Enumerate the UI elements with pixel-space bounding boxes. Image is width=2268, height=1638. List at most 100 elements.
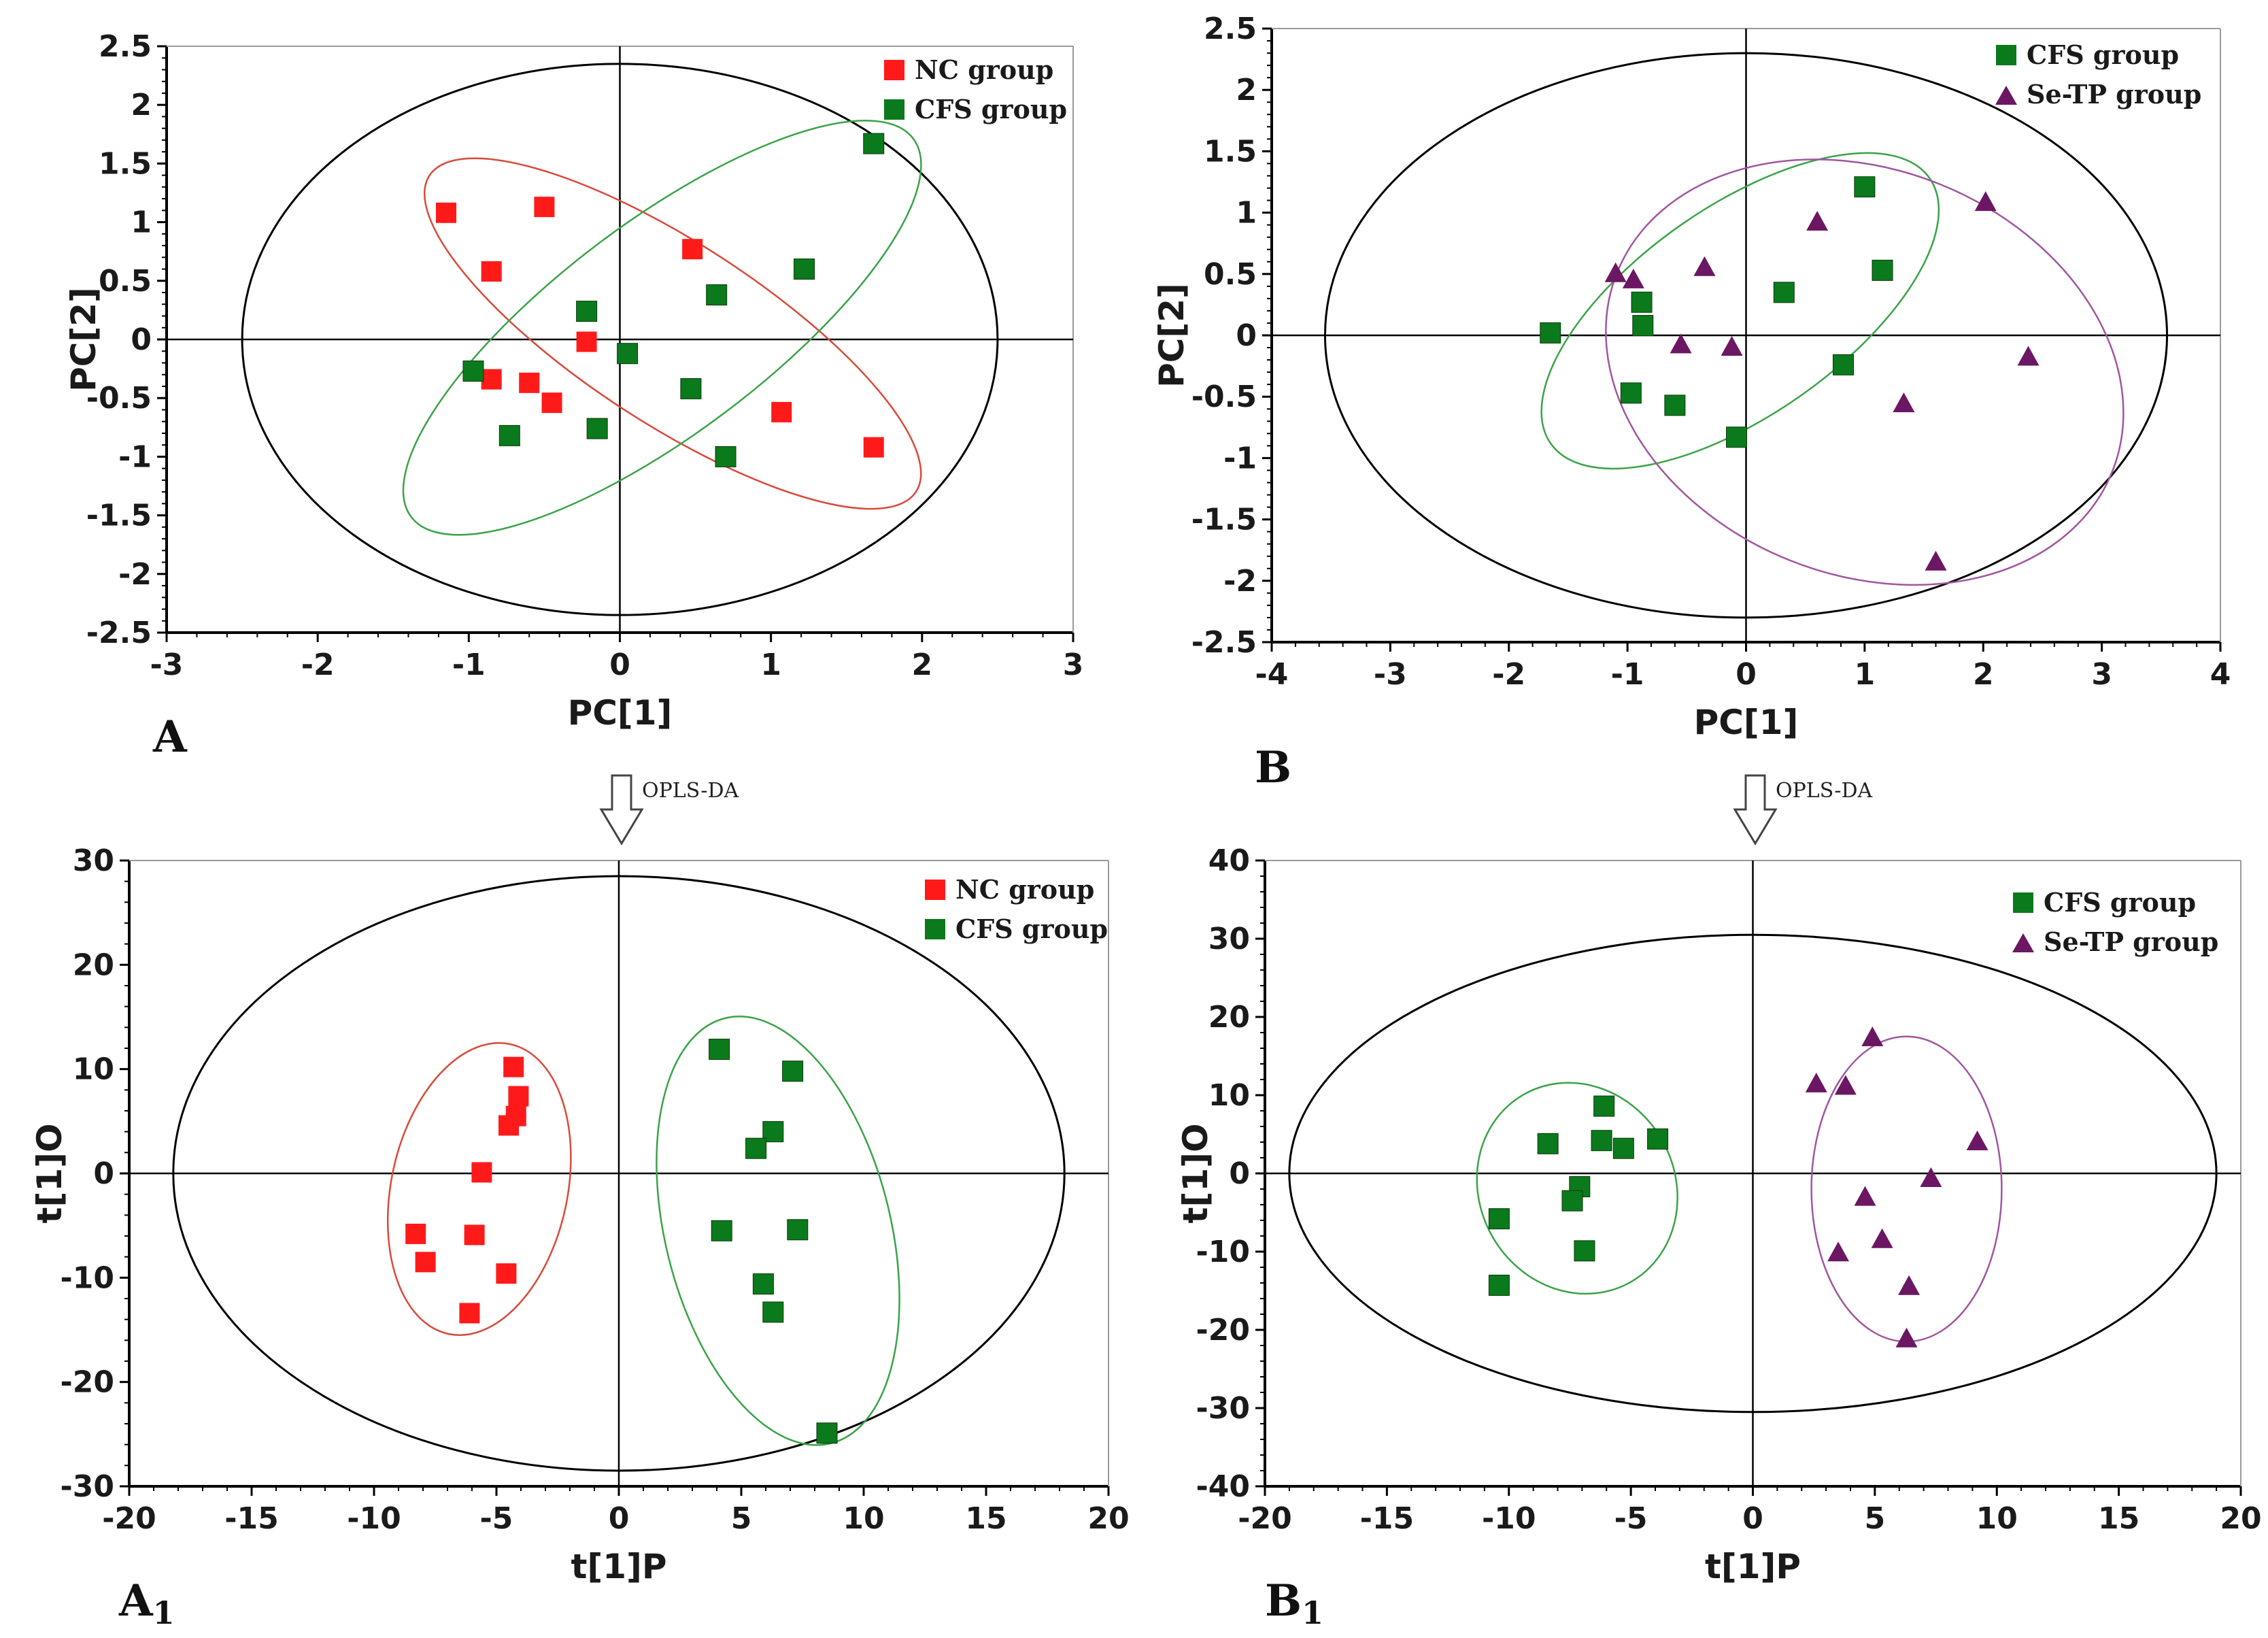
point-se-tp-group <box>1806 211 1829 231</box>
panel-label: A <box>152 712 188 763</box>
hotelling-ellipse <box>241 63 999 616</box>
panel-B: -4 -3 -2 -1 0 1 2 3 4 -2.5 -2 -1.5 -1 -0.5 0 0.5 1 1.5 2 2.… <box>1152 12 2231 793</box>
opls-da-arrow-left: OPLS-DA <box>599 774 739 846</box>
y-tick-label: 10 <box>1208 1078 1250 1113</box>
point-cfs-group <box>782 1060 804 1082</box>
point-nc-group <box>481 261 502 282</box>
point-cfs-group <box>462 361 484 382</box>
y-tick-label: -2.5 <box>1191 625 1257 660</box>
y-tick-label: 1 <box>1236 196 1257 231</box>
point-se-tp-group <box>1966 1131 1988 1150</box>
point-nc-group <box>498 1115 519 1136</box>
legend-marker-cfs-group <box>2013 892 2033 913</box>
point-cfs-group <box>1593 1095 1615 1117</box>
point-cfs-group <box>1872 259 1893 281</box>
point-nc-group <box>541 392 562 414</box>
point-cfs-group <box>1647 1128 1669 1150</box>
point-cfs-group <box>1488 1208 1510 1230</box>
point-cfs-group <box>706 284 728 305</box>
y-tick-label: -1 <box>118 439 152 474</box>
point-cfs-group <box>1488 1274 1510 1296</box>
panel-A1: -20 -15 -10 -5 0 5 10 15 20-30-20-100102030t[1]P… <box>30 843 1130 1631</box>
x-axis-label: PC[1] <box>1694 703 1799 742</box>
x-tick-label: 5 <box>731 1501 752 1536</box>
x-tick-label: 10 <box>1976 1501 2018 1536</box>
y-tick-label: -1 <box>1223 441 1257 475</box>
point-se-tp-group <box>2017 346 2039 366</box>
point-se-tp-group <box>1893 392 1915 413</box>
x-tick-label: 4 <box>2210 657 2231 692</box>
x-tick-label: 2 <box>1973 657 1994 692</box>
point-nc-group <box>863 437 884 458</box>
x-tick-label: 1 <box>760 648 781 682</box>
x-tick-label: -15 <box>224 1501 279 1536</box>
point-cfs-group <box>1854 176 1876 198</box>
panel-label: A1 <box>118 1575 175 1631</box>
x-tick-label: 0 <box>1736 657 1757 692</box>
legend-label-se-tp-group: Se-TP group <box>2044 926 2218 957</box>
x-tick-label: -20 <box>102 1501 156 1536</box>
x-tick-label: -2 <box>301 648 335 682</box>
y-tick-label: 0 <box>131 322 152 357</box>
point-se-tp-group <box>1805 1072 1827 1092</box>
legend-marker-nc-group <box>925 880 945 900</box>
point-cfs-group <box>745 1137 767 1159</box>
legend-marker-cfs-group <box>884 99 904 120</box>
y-tick-label: -1.5 <box>1191 503 1257 537</box>
opls-da-arrow-right: OPLS-DA <box>1733 774 1873 846</box>
point-cfs-group <box>709 1039 730 1060</box>
x-tick-label: 0 <box>609 1501 630 1536</box>
x-tick-label: -15 <box>1360 1501 1415 1536</box>
group-ellipse-cfs-group <box>402 120 922 536</box>
point-cfs-group <box>1591 1130 1612 1152</box>
x-tick-label: 0 <box>1742 1501 1763 1536</box>
point-nc-group <box>471 1162 492 1183</box>
y-tick-label: -0.5 <box>86 381 152 416</box>
x-tick-label: -1 <box>1611 657 1644 692</box>
point-cfs-group <box>752 1273 774 1295</box>
panel-label: B1 <box>1265 1575 1323 1631</box>
y-axis-label: PC[2] <box>1152 283 1191 388</box>
x-tick-label: -20 <box>1238 1501 1292 1536</box>
legend-label-cfs-group: CFS group <box>2027 39 2179 70</box>
legend-label-nc-group: NC group <box>955 874 1094 905</box>
group-ellipse-se-tp-group <box>1605 158 2125 586</box>
point-nc-group <box>519 372 540 393</box>
legend-label-cfs-group: CFS group <box>2044 887 2196 918</box>
y-tick-label: 2.5 <box>1204 12 1257 46</box>
legend-label-cfs-group: CFS group <box>915 94 1067 124</box>
point-cfs-group <box>1832 354 1854 375</box>
point-nc-group <box>436 202 457 223</box>
x-axis-label: t[1]P <box>1705 1547 1801 1586</box>
y-tick-label: 40 <box>1208 843 1250 878</box>
y-tick-label: -0.5 <box>1191 380 1257 414</box>
point-se-tp-group <box>1854 1186 1876 1206</box>
y-tick-label: 0 <box>93 1156 114 1191</box>
y-tick-label: 30 <box>1208 922 1250 956</box>
y-tick-label: -30 <box>1196 1391 1251 1426</box>
panel-label-subscript: 1 <box>153 1594 175 1631</box>
point-cfs-group <box>794 258 815 280</box>
point-nc-group <box>415 1252 436 1273</box>
panel-A: -3 -2 -1 0 1 2 3 -2.5 -2 -1.5 -1 -0.5 0 0.5 1 1.5 2 2.5 PC… <box>64 29 1083 763</box>
y-tick-label: -2.5 <box>86 616 152 650</box>
y-tick-label: 10 <box>73 1052 114 1087</box>
legend-label-nc-group: NC group <box>915 54 1053 85</box>
point-cfs-group <box>680 378 702 399</box>
legend-marker-se-tp-group <box>1995 86 2017 105</box>
legend-marker-se-tp-group <box>2012 933 2034 952</box>
opls-da-label-left: OPLS-DA <box>642 779 739 803</box>
y-tick-label: -10 <box>61 1260 115 1295</box>
point-nc-group <box>481 369 502 390</box>
legend-marker-nc-group <box>884 60 904 80</box>
point-nc-group <box>496 1263 517 1284</box>
point-cfs-group <box>617 343 639 365</box>
panel-label: B <box>1255 742 1291 793</box>
x-tick-label: 0 <box>609 648 630 682</box>
point-se-tp-group <box>1898 1275 1920 1295</box>
point-nc-group <box>405 1223 426 1244</box>
x-tick-label: 2 <box>912 648 933 682</box>
group-ellipse-cfs-group <box>1540 152 1940 470</box>
point-se-tp-group <box>1721 336 1743 356</box>
